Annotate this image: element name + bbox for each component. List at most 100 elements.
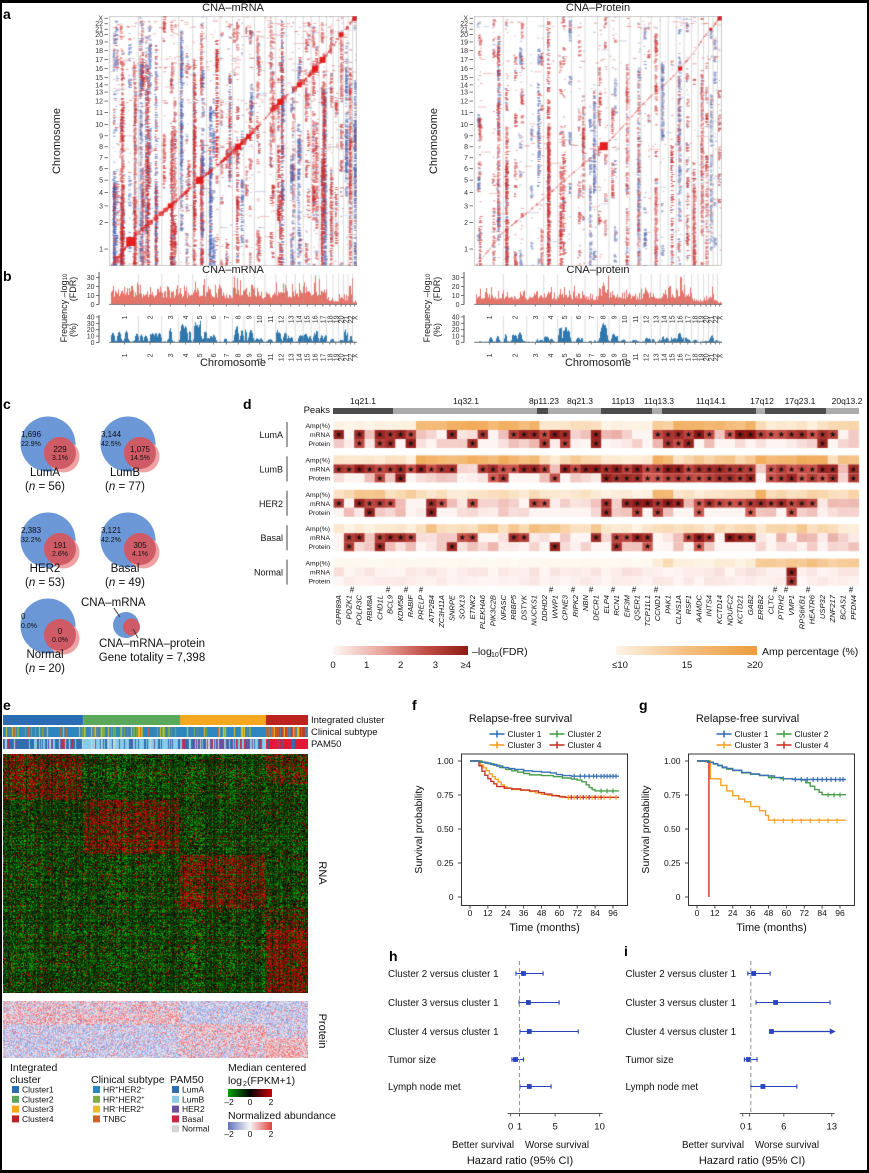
svg-text:NUCKS1: NUCKS1 bbox=[530, 595, 539, 626]
svg-text:RSF1: RSF1 bbox=[684, 595, 693, 614]
svg-text:RABIF: RABIF bbox=[406, 595, 415, 618]
svg-text:0: 0 bbox=[456, 340, 460, 347]
svg-text:Normalized abundance: Normalized abundance bbox=[228, 1110, 336, 1122]
svg-text:2: 2 bbox=[398, 660, 403, 671]
svg-text:0: 0 bbox=[91, 340, 95, 347]
svg-text:≥4: ≥4 bbox=[461, 660, 472, 671]
svg-text:0.75: 0.75 bbox=[437, 790, 454, 800]
svg-text:KCTD21: KCTD21 bbox=[736, 595, 745, 624]
svg-text:KCTD14: KCTD14 bbox=[715, 595, 724, 624]
svg-text:13: 13 bbox=[460, 90, 468, 97]
svg-text:9: 9 bbox=[612, 353, 619, 357]
svg-text:ETNK2: ETNK2 bbox=[468, 594, 477, 619]
svg-text:Cluster 2: Cluster 2 bbox=[568, 729, 602, 739]
svg-text:RCN1: RCN1 bbox=[612, 595, 621, 616]
svg-text:30: 30 bbox=[87, 321, 95, 328]
svg-text:4: 4 bbox=[548, 315, 555, 319]
svg-text:10: 10 bbox=[622, 353, 629, 361]
svg-text:5: 5 bbox=[197, 353, 204, 357]
svg-text:0.25: 0.25 bbox=[664, 858, 681, 868]
svg-text:Median centered: Median centered bbox=[228, 1062, 306, 1074]
svg-text:GAB2: GAB2 bbox=[746, 594, 755, 615]
svg-text:3,121: 3,121 bbox=[101, 526, 122, 535]
svg-text:21: 21 bbox=[708, 353, 715, 361]
svg-text:LumA: LumA bbox=[30, 467, 60, 479]
svg-text:LumB: LumB bbox=[110, 467, 140, 479]
svg-text:21: 21 bbox=[95, 27, 103, 34]
svg-text:(FPKM+1): (FPKM+1) bbox=[247, 1075, 295, 1087]
svg-text:18: 18 bbox=[327, 353, 334, 361]
svg-text:Tumor size: Tumor size bbox=[388, 1055, 437, 1066]
svg-text:X: X bbox=[717, 353, 724, 358]
svg-text:#: # bbox=[549, 586, 554, 595]
svg-text:17q12: 17q12 bbox=[750, 396, 774, 406]
svg-text:10: 10 bbox=[594, 1122, 605, 1133]
svg-text:20: 20 bbox=[87, 284, 95, 291]
svg-text:10: 10 bbox=[257, 353, 264, 361]
svg-text:Basal: Basal bbox=[111, 563, 140, 575]
svg-text:5: 5 bbox=[562, 353, 569, 357]
svg-text:0.0%: 0.0% bbox=[52, 637, 68, 644]
svg-text:Better survival: Better survival bbox=[682, 1140, 744, 1151]
svg-text:Lymph node met: Lymph node met bbox=[626, 1082, 699, 1093]
svg-text:17: 17 bbox=[685, 315, 692, 323]
svg-text:12: 12 bbox=[644, 315, 651, 323]
svg-text:1: 1 bbox=[464, 247, 468, 254]
svg-text:Cluster 4: Cluster 4 bbox=[795, 740, 829, 750]
svg-text:DECR1: DECR1 bbox=[591, 595, 600, 621]
svg-text:12: 12 bbox=[644, 353, 651, 361]
svg-text:20: 20 bbox=[452, 284, 460, 291]
svg-text:Basal: Basal bbox=[182, 1114, 203, 1124]
svg-text:Tumor size: Tumor size bbox=[626, 1055, 675, 1066]
svg-text:TCP11L1: TCP11L1 bbox=[643, 595, 652, 627]
svg-text:16: 16 bbox=[460, 66, 468, 73]
svg-text:12: 12 bbox=[279, 315, 286, 323]
svg-text:10: 10 bbox=[452, 334, 460, 341]
svg-text:(n = 77): (n = 77) bbox=[105, 481, 145, 493]
svg-text:13: 13 bbox=[653, 315, 660, 323]
svg-text:0.25: 0.25 bbox=[437, 858, 454, 868]
svg-text:X: X bbox=[98, 16, 103, 23]
svg-text:4: 4 bbox=[99, 190, 103, 197]
svg-text:#: # bbox=[654, 586, 659, 595]
svg-text:19: 19 bbox=[698, 353, 705, 361]
svg-text:7: 7 bbox=[224, 353, 231, 357]
svg-text:Protein: Protein bbox=[308, 544, 330, 551]
svg-text:Cluster2: Cluster2 bbox=[22, 1094, 54, 1104]
svg-text:mRNA: mRNA bbox=[310, 501, 330, 508]
svg-text:Amp(%): Amp(%) bbox=[305, 423, 330, 430]
svg-text:Survival probability: Survival probability bbox=[413, 785, 425, 874]
svg-text:LumB: LumB bbox=[182, 1094, 205, 1104]
svg-text:40: 40 bbox=[452, 314, 460, 321]
svg-text:4: 4 bbox=[548, 353, 555, 357]
svg-text:CHD1L: CHD1L bbox=[375, 595, 384, 620]
svg-text:15: 15 bbox=[95, 75, 103, 82]
svg-text:4: 4 bbox=[464, 190, 468, 197]
svg-text:2,383: 2,383 bbox=[21, 526, 42, 535]
svg-text:1,696: 1,696 bbox=[21, 430, 42, 439]
svg-text:0: 0 bbox=[449, 892, 454, 902]
svg-text:Cluster 3 versus cluster 1: Cluster 3 versus cluster 1 bbox=[388, 998, 499, 1009]
svg-text:0: 0 bbox=[248, 1097, 253, 1107]
svg-text:1: 1 bbox=[487, 315, 494, 319]
svg-text:#: # bbox=[773, 586, 778, 595]
svg-text:DSTYK: DSTYK bbox=[519, 594, 528, 620]
svg-text:11: 11 bbox=[96, 110, 103, 117]
svg-text:BCAS1: BCAS1 bbox=[839, 595, 848, 620]
svg-text:3: 3 bbox=[433, 660, 438, 671]
svg-text:11: 11 bbox=[633, 315, 640, 322]
svg-text:8: 8 bbox=[236, 315, 243, 319]
svg-text:36: 36 bbox=[519, 908, 529, 918]
svg-text:17: 17 bbox=[320, 353, 327, 361]
svg-text:1: 1 bbox=[122, 353, 129, 357]
svg-text:Cluster 2: Cluster 2 bbox=[795, 729, 829, 739]
svg-text:Amp(%): Amp(%) bbox=[305, 526, 330, 533]
svg-text:11q14.1: 11q14.1 bbox=[696, 396, 726, 406]
svg-text:Integrated: Integrated bbox=[10, 1062, 57, 1074]
svg-text:30: 30 bbox=[87, 275, 95, 282]
svg-text:PTRH2: PTRH2 bbox=[777, 594, 786, 620]
svg-text:PFDN4: PFDN4 bbox=[849, 595, 858, 620]
svg-text:LumB: LumB bbox=[259, 464, 283, 474]
svg-text:1: 1 bbox=[122, 315, 129, 319]
svg-text:HR+HER2–: HR+HER2– bbox=[103, 1085, 145, 1095]
